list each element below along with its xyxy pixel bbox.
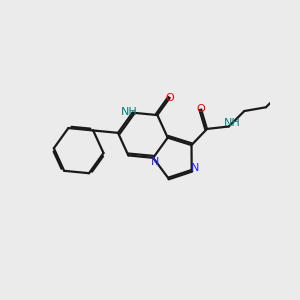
Text: NH: NH xyxy=(224,118,240,128)
Text: O: O xyxy=(197,104,206,114)
Text: N: N xyxy=(151,157,159,167)
Text: N: N xyxy=(190,164,199,173)
Text: O: O xyxy=(165,93,174,103)
Text: NH: NH xyxy=(121,107,138,117)
